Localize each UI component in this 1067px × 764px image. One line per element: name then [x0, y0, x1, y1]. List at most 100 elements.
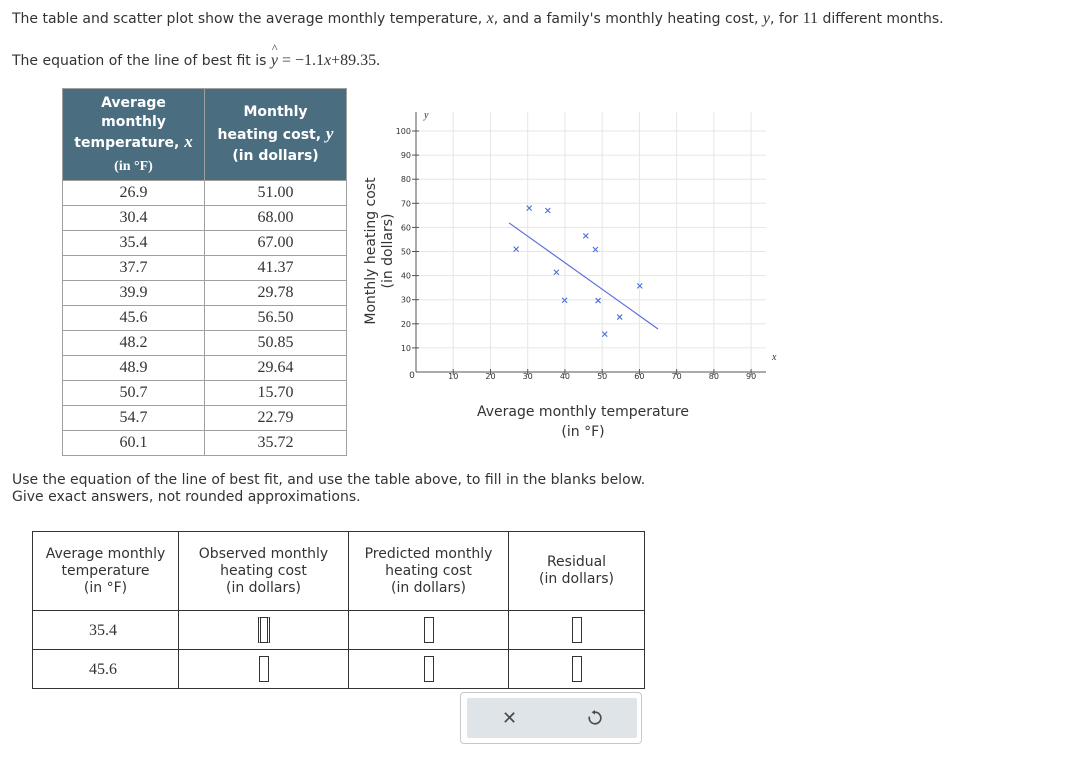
table-row: 54.7 22.79	[62, 405, 347, 431]
x-tick-label: 30	[523, 372, 533, 381]
data-point	[526, 205, 533, 212]
observed-input-2[interactable]	[258, 656, 269, 682]
data-point	[513, 246, 520, 252]
heating-cost-cell: 56.50	[204, 305, 347, 331]
temperature-cell: 50.7	[62, 380, 205, 406]
scatter-plot: 10 20 30 40 50 60 70 80 90102030405060708090100 …	[396, 110, 777, 381]
data-point	[601, 331, 608, 338]
y-tick-label: 80	[401, 175, 411, 184]
x-tick-label: 20	[485, 372, 495, 381]
y-tick-label: 60	[401, 223, 411, 232]
heating-cost-cell: 68.00	[204, 205, 347, 231]
x-tick-label: 10	[448, 372, 458, 381]
table-row: 35.4 67.00	[62, 230, 347, 256]
x-tick-label: 50	[597, 372, 607, 381]
predicted-input-2[interactable]	[423, 656, 434, 682]
x-axis-title: Average monthly temperature (in °F)	[476, 404, 689, 440]
heating-cost-cell: 67.00	[204, 230, 347, 256]
x-axis-variable: x	[771, 352, 777, 363]
close-icon: ✕	[501, 707, 518, 729]
answer-row: 45.6	[32, 649, 645, 689]
y-axis-variable: y	[423, 110, 429, 121]
ans-header-observed: Observed monthly heating cost (in dollar…	[178, 531, 349, 611]
answer-temperature: 45.6	[32, 649, 179, 689]
observed-input-1[interactable]	[257, 617, 270, 643]
temperature-cell: 48.9	[62, 355, 205, 381]
problem-intro: The table and scatter plot show the aver…	[12, 10, 944, 27]
y-tick-label: 90	[401, 151, 411, 160]
heating-cost-cell: 29.64	[204, 355, 347, 381]
data-point	[592, 246, 599, 253]
heating-cost-cell: 15.70	[204, 380, 347, 406]
y-axis-title: Monthly heating cost (in dollars)	[362, 176, 402, 326]
y-tick-label: 20	[401, 320, 411, 329]
table-row: 48.9 29.64	[62, 355, 347, 381]
temperature-cell: 60.1	[62, 430, 205, 456]
fit-line-group	[508, 222, 659, 330]
undo-icon	[587, 710, 602, 725]
ans-header-predicted: Predicted monthly heating cost (in dolla…	[348, 531, 509, 611]
grid	[416, 112, 766, 372]
data-point	[553, 269, 560, 276]
heating-cost-cell: 50.85	[204, 330, 347, 356]
reset-button[interactable]	[552, 698, 637, 738]
table-row: 30.4 68.00	[62, 205, 347, 231]
instructions: Use the equation of the line of best fit…	[12, 472, 646, 505]
x-tick-label: 60	[634, 372, 644, 381]
ans-header-temperature: Average monthly temperature (in °F)	[32, 531, 179, 611]
best-fit-equation: The equation of the line of best fit is …	[12, 41, 381, 69]
y-tick-label: 70	[401, 199, 411, 208]
temperature-cell: 45.6	[62, 305, 205, 331]
data-table: Average monthly temperature, x (in °F) M…	[62, 88, 347, 456]
header-temperature: Average monthly temperature, x (in °F)	[62, 88, 205, 181]
header-heating-cost: Monthly heating cost, y (in dollars)	[204, 88, 347, 181]
answer-row: 35.4	[32, 610, 645, 650]
residual-input-2[interactable]	[571, 656, 582, 682]
residual-input-1[interactable]	[571, 617, 582, 643]
temperature-cell: 48.2	[62, 330, 205, 356]
data-point	[636, 283, 643, 289]
y-tick-label: 10	[401, 344, 411, 353]
table-row: 26.9 51.00	[62, 180, 347, 206]
x-tick-label: 90	[746, 372, 756, 381]
data-point	[595, 297, 601, 304]
table-row: 48.2 50.85	[62, 330, 347, 356]
table-row: 39.9 29.78	[62, 280, 347, 306]
temperature-cell: 26.9	[62, 180, 205, 206]
x-tick-label: 80	[709, 372, 719, 381]
clear-button[interactable]: ✕	[467, 698, 552, 738]
temperature-cell: 54.7	[62, 405, 205, 431]
ans-header-residual: Residual (in dollars)	[508, 531, 645, 611]
y-tick-label: 40	[401, 272, 411, 281]
answer-table: Average monthly temperature (in °F) Obse…	[32, 531, 645, 689]
heating-cost-cell: 29.78	[204, 280, 347, 306]
temperature-cell: 39.9	[62, 280, 205, 306]
y-tick-label: 100	[396, 127, 411, 136]
temperature-cell: 37.7	[62, 255, 205, 281]
table-row: 60.1 35.72	[62, 430, 347, 456]
answer-temperature: 35.4	[32, 610, 179, 650]
data-point	[616, 314, 623, 320]
action-bar: ✕	[460, 692, 642, 744]
action-bar-inner: ✕	[467, 698, 637, 738]
x-tick-label: 40	[560, 372, 570, 381]
temperature-cell: 30.4	[62, 205, 205, 231]
table-row: 45.6 56.50	[62, 305, 347, 331]
y-tick-label: 50	[401, 248, 411, 257]
x-tick-label: 70	[672, 372, 682, 381]
data-point	[582, 232, 589, 239]
origin-label: 0	[409, 371, 415, 381]
table-row: 50.7 15.70	[62, 380, 347, 406]
heating-cost-cell: 51.00	[204, 180, 347, 206]
y-title-line2: (in dollars)	[380, 214, 396, 289]
heating-cost-cell: 41.37	[204, 255, 347, 281]
heating-cost-cell: 35.72	[204, 430, 347, 456]
predicted-input-1[interactable]	[423, 617, 434, 643]
table-row: 37.7 41.37	[62, 255, 347, 281]
data-point	[561, 297, 568, 304]
fit-line	[508, 222, 659, 330]
y-tick-label: 30	[401, 296, 411, 305]
points-group	[513, 205, 643, 338]
data-point	[544, 207, 551, 214]
ticks: 10 20 30 40 50 60 70 80 90 10 20 30 40 50 60 70 80 90 100	[396, 127, 756, 381]
